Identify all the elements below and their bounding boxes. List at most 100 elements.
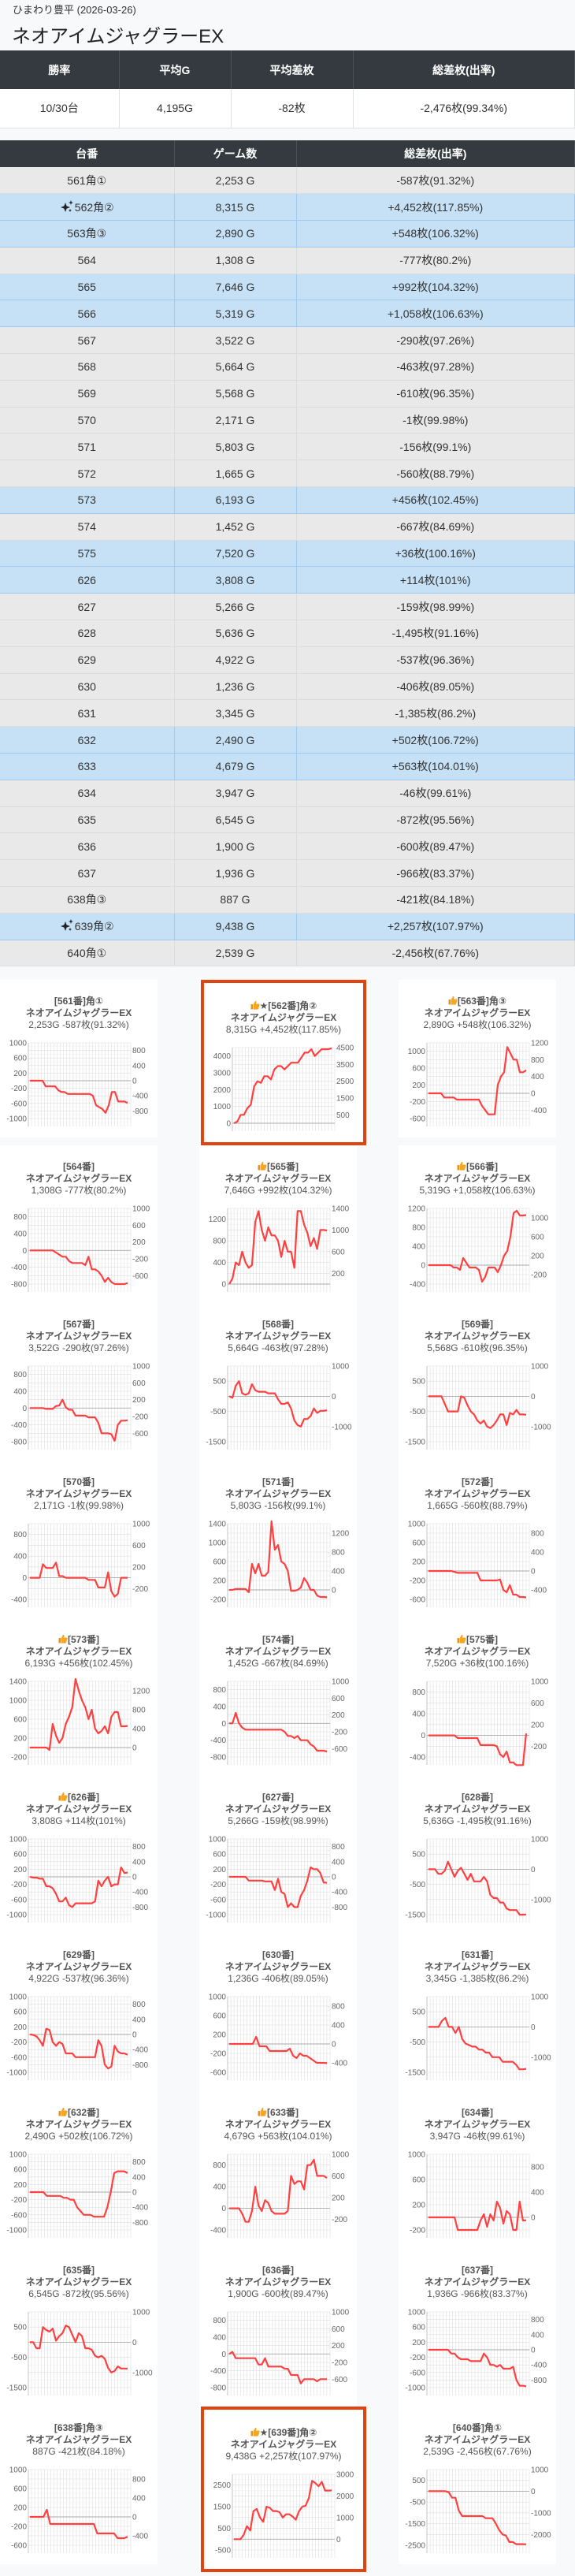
machine-stats: 4,679G +563枚(104.01%)	[224, 2131, 332, 2142]
machine-stats: 5,319G +1,058枚(106.63%)	[419, 1185, 536, 1196]
total-diff-cell: -600枚(89.47%)	[296, 832, 575, 861]
y-tick-label: 500	[213, 1378, 226, 1387]
y-tick-label: -200	[132, 1256, 148, 1264]
model-name: ネオアイムジャグラーEX	[424, 2434, 531, 2445]
y-tick-label: 800	[213, 2317, 226, 2325]
machine-card[interactable]: [628番] ネオアイムジャグラーEX 5,636G -1,495枚(91.16%)…	[399, 1776, 556, 1934]
machine-card[interactable]: [568番] ネオアイムジャグラーEX 5,664G -463枚(97.28%) -1…	[199, 1303, 357, 1461]
y-tick-label: 1000	[209, 1993, 227, 2002]
games-cell: 4,922 G	[174, 646, 297, 674]
y-tick-label: 600	[13, 1716, 27, 1725]
machine-label: [570番]	[62, 1476, 95, 1487]
machine-card[interactable]: [563番]角③ ネオアイムジャグラーEX 2,890G +548枚(106.32%…	[399, 980, 556, 1137]
model-name: ネオアイムジャグラーEX	[424, 1331, 531, 1342]
machine-no: 626	[77, 573, 96, 586]
machine-no: 637	[77, 866, 96, 880]
machine-card[interactable]: [640番]角① ネオアイムジャグラーEX 2,539G -2,456枚(67.76…	[399, 2407, 556, 2564]
table-row: 634 3,947 G -46枚(99.61%)	[0, 780, 575, 807]
machine-no-cell: 636	[0, 832, 175, 861]
total-diff-cell: +114枚(101%)	[296, 566, 575, 594]
y-tick-label: -200	[11, 1754, 27, 1763]
machine-card[interactable]: [635番] ネオアイムジャグラーEX 6,545G -872枚(95.56%) -1…	[0, 2249, 158, 2407]
machine-stats: 5,664G -463枚(97.28%)	[228, 1342, 328, 1353]
machine-stats: 1,900G -600枚(89.47%)	[228, 2288, 328, 2299]
machine-card[interactable]: [631番] ネオアイムジャグラーEX 3,345G -1,385枚(86.2%) -…	[399, 1934, 556, 2091]
machine-label: [629番]	[62, 1949, 95, 1960]
machine-card[interactable]: [569番] ネオアイムジャグラーEX 5,568G -610枚(96.35%) -1…	[399, 1303, 556, 1461]
machine-card[interactable]: [566番] ネオアイムジャグラーEX 5,319G +1,058枚(106.63%…	[399, 1145, 556, 1303]
y-tick-label: -200	[410, 1577, 425, 1586]
y-tick-label: -200	[210, 1881, 226, 1889]
table-row: 573 6,193 G +456枚(102.45%)	[0, 486, 575, 514]
y-tick-label: 400	[412, 1243, 425, 1252]
machine-card[interactable]: [634番] ネオアイムジャグラーEX 3,947G -46枚(99.61%) -20…	[399, 2091, 556, 2249]
y-tick-label: 1000	[332, 1678, 350, 1687]
y-tick-label: 0	[132, 1744, 137, 1753]
diff-line-chart: -600 -400 -200 0 200 400 600 800 1000	[209, 1993, 347, 2080]
y-tick-label: -1500	[405, 2520, 425, 2529]
machine-label: [563番]角③	[457, 996, 507, 1007]
y-tick-label: 600	[132, 1379, 146, 1388]
machine-label: [571番]	[262, 1476, 294, 1487]
y-tick-label: 400	[213, 1703, 226, 1712]
card-title: ★[562番]角② ネオアイムジャグラーEX 8,315G +4,452枚(117.…	[204, 1000, 363, 1036]
machine-card[interactable]: [637番] ネオアイムジャグラーEX 1,936G -966枚(83.37%) -1…	[399, 2249, 556, 2407]
y-tick-label: 800	[13, 1371, 27, 1379]
y-tick-label: 200	[412, 1081, 425, 1090]
machine-card[interactable]: [571番] ネオアイムジャグラーEX 5,803G -156枚(99.1%) -20…	[199, 1461, 357, 1618]
machine-stats: 1,936G -966枚(83.37%)	[427, 2288, 528, 2299]
machine-card[interactable]: ★[562番]角② ネオアイムジャグラーEX 8,315G +4,452枚(117.…	[201, 980, 366, 1145]
total-diff-cell: +4,452枚(117.85%)	[296, 193, 575, 221]
diff-series-line	[30, 2508, 128, 2540]
games-cell: 5,664 G	[174, 353, 297, 381]
machine-card[interactable]: [629番] ネオアイムジャグラーEX 4,922G -537枚(96.36%) -1…	[0, 1934, 158, 2091]
machine-card[interactable]: [564番] ネオアイムジャグラーEX 1,308G -777枚(80.2%) -80…	[0, 1145, 158, 1303]
machine-card[interactable]: [626番] ネオアイムジャグラーEX 3,808G +114枚(101%) -100…	[0, 1776, 158, 1934]
machine-card[interactable]: [573番] ネオアイムジャグラーEX 6,193G +456枚(102.45%) -…	[0, 1618, 158, 1776]
total-diff-cell: +563枚(104.01%)	[296, 753, 575, 780]
machine-card[interactable]: [565番] ネオアイムジャグラーEX 7,646G +992枚(104.32%) 0…	[199, 1145, 357, 1303]
card-title-line: [572番]	[399, 1476, 556, 1488]
machine-card[interactable]: [570番] ネオアイムジャグラーEX 2,171G -1枚(99.98%) -400…	[0, 1461, 158, 1618]
machine-no: 565	[77, 281, 96, 294]
y-tick-label: 3000	[213, 1070, 232, 1078]
machine-label: [568番]	[262, 1319, 294, 1330]
games-cell: 2,490 G	[174, 726, 297, 754]
machine-no-cell: 630	[0, 673, 175, 701]
machine-card[interactable]: [630番] ネオアイムジャグラーEX 1,236G -406枚(89.05%) -6…	[199, 1934, 357, 2091]
y-tick-label: -400	[11, 1421, 27, 1430]
y-tick-label: -600	[410, 1115, 425, 1124]
machine-stats: 1,236G -406枚(89.05%)	[228, 1973, 328, 1984]
machine-card[interactable]: [632番] ネオアイムジャグラーEX 2,490G +502枚(106.72%) -…	[0, 2091, 158, 2249]
diff-line-chart: -800 -600 -400 -200 0 200 400 600 800 1000	[11, 1205, 150, 1292]
games-cell: 2,171 G	[174, 407, 297, 434]
machine-no-cell: 574	[0, 513, 175, 541]
machine-card[interactable]: [633番] ネオアイムジャグラーEX 4,679G +563枚(104.01%) -…	[199, 2091, 357, 2249]
y-tick-label: 200	[213, 1866, 226, 1874]
machine-card[interactable]: [567番] ネオアイムジャグラーEX 3,522G -290枚(97.26%) -8…	[0, 1303, 158, 1461]
diff-series-line	[30, 1249, 128, 1286]
machine-card[interactable]: [627番] ネオアイムジャグラーEX 5,266G -159枚(98.99%) -1…	[199, 1776, 357, 1934]
machine-stats: 7,646G +992枚(104.32%)	[224, 1185, 332, 1196]
machine-label: [575番]	[466, 1634, 498, 1645]
machine-card[interactable]: [561番]角① ネオアイムジャグラーEX 2,253G -587枚(91.32%)…	[0, 980, 158, 1137]
machine-card[interactable]: [574番] ネオアイムジャグラーEX 1,452G -667枚(84.69%) -8…	[199, 1618, 357, 1776]
y-tick-label: 800	[132, 1843, 146, 1852]
machine-no: 575	[77, 547, 96, 560]
machine-card[interactable]: [575番] ネオアイムジャグラーEX 7,520G +36枚(100.16%) -4…	[399, 1618, 556, 1776]
machine-card[interactable]: ★[639番]角② ネオアイムジャグラーEX 9,438G +2,257枚(107.…	[201, 2407, 366, 2572]
y-tick-label: 600	[132, 1542, 146, 1550]
card-title: [570番] ネオアイムジャグラーEX 2,171G -1枚(99.98%)	[0, 1476, 158, 1512]
machine-card[interactable]: [636番] ネオアイムジャグラーEX 1,900G -600枚(89.47%) -8…	[199, 2249, 357, 2407]
machine-card[interactable]: [638番]角③ ネオアイムジャグラーEX 887G -421枚(84.18%) -6…	[0, 2407, 158, 2564]
y-tick-label: 400	[132, 2173, 146, 2182]
machine-label: [639番]角②	[268, 2427, 317, 2438]
y-tick-label: 1000	[408, 1521, 426, 1529]
total-diff-cell: -1,495枚(91.16%)	[296, 620, 575, 647]
card-title-line: [628番]	[399, 1792, 556, 1804]
y-tick-label: 0	[421, 1262, 425, 1271]
model-name: ネオアイムジャグラーEX	[25, 1961, 132, 1972]
machine-card[interactable]: [572番] ネオアイムジャグラーEX 1,665G -560枚(88.79%) -6…	[399, 1461, 556, 1618]
y-tick-label: -600	[132, 1430, 148, 1439]
y-tick-label: -1500	[405, 2069, 425, 2078]
